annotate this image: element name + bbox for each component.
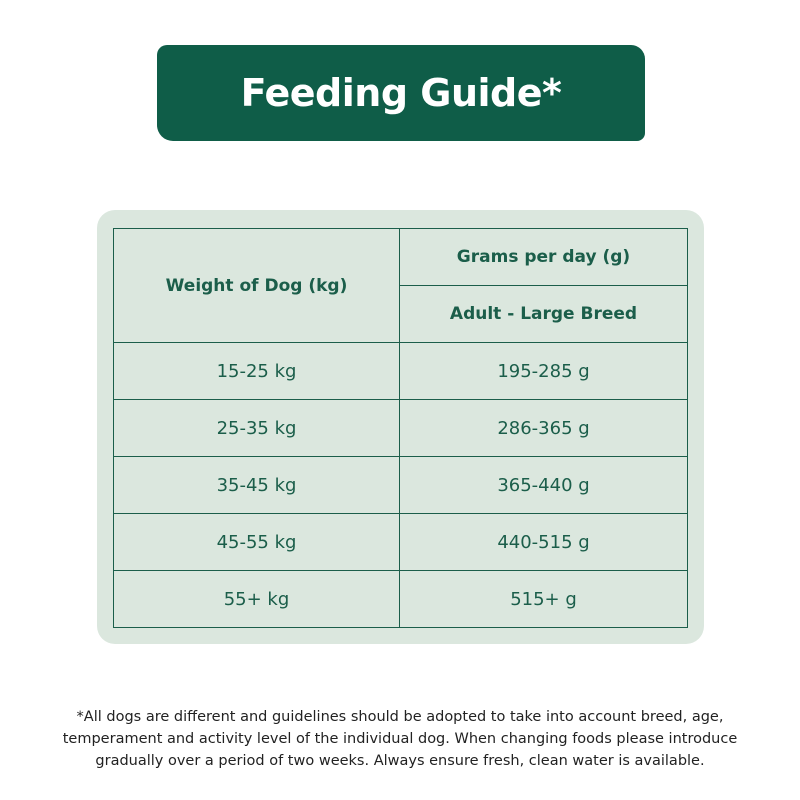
grams-cell: 440-515 g [399,513,688,571]
footnote-line: temperament and activity level of the in… [62,731,738,747]
weight-cell: 55+ kg [113,570,400,628]
grams-cell: 286-365 g [399,399,688,457]
footnote-line: gradually over a period of two weeks. Al… [95,753,705,769]
grams-cell: 195-285 g [399,342,688,400]
grams-cell: 515+ g [399,570,688,628]
table-row: 45-55 kg 440-515 g [113,513,688,571]
weight-cell: 25-35 kg [113,399,400,457]
feeding-table: Weight of Dog (kg) Grams per day (g) Adu… [113,228,688,628]
weight-cell: 45-55 kg [113,513,400,571]
table-header-row: Weight of Dog (kg) Grams per day (g) [113,228,688,343]
table-row: 25-35 kg 286-365 g [113,399,688,457]
table-row: 55+ kg 515+ g [113,570,688,628]
weight-column-header: Weight of Dog (kg) [113,228,400,343]
grams-column-header: Grams per day (g) [399,228,688,286]
table-row: 35-45 kg 365-440 g [113,456,688,514]
weight-cell: 15-25 kg [113,342,400,400]
weight-cell: 35-45 kg [113,456,400,514]
footnote: *All dogs are different and guidelines s… [40,706,760,772]
page-title: Feeding Guide* [240,71,562,115]
grams-cell: 365-440 g [399,456,688,514]
table-subheader-row: Adult - Large Breed [114,285,688,343]
table-row: 15-25 kg 195-285 g [113,342,688,400]
title-banner: Feeding Guide* [157,45,645,141]
footnote-line: *All dogs are different and guidelines s… [76,709,724,725]
breed-subheader: Adult - Large Breed [399,285,688,343]
